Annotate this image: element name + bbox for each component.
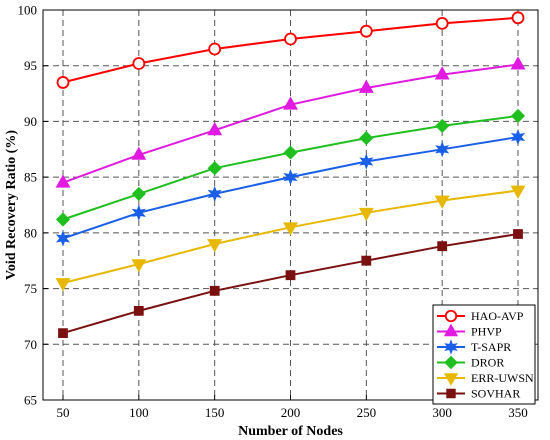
x-axis-label: Number of Nodes [238,424,343,439]
series-point [513,229,523,239]
series-t-sapr [55,128,526,247]
series-point [207,239,223,253]
series-point [209,285,220,296]
series-point [133,305,144,316]
series-point [510,56,526,70]
y-tick-label: 95 [24,58,37,73]
y-tick-label: 80 [24,225,37,240]
series-point [131,146,147,160]
y-tick-label: 90 [24,114,37,129]
y-axis-label: Void Recovery Ratio (%) [4,130,19,280]
x-tick-label: 100 [129,405,149,420]
series-point [358,79,374,93]
series-point [132,57,146,70]
series-point [283,168,298,186]
legend-label: HAO-AVP [471,309,524,323]
y-tick-label: 100 [18,3,38,18]
series-point [358,207,374,222]
series-point [437,241,448,252]
series-point [58,328,68,339]
legend-label: DROR [471,356,504,370]
series-point [283,222,298,236]
x-tick-label: 350 [508,405,528,420]
series-phvp [55,56,526,188]
series-point [510,185,526,199]
legend-label: ERR-UWSN [471,371,534,385]
legend-label: PHVP [471,325,502,339]
legend-item: PHVP [437,323,502,339]
legend-item: T-SAPR [437,339,511,355]
series-point [511,11,525,25]
series-point [55,174,71,188]
series-point [361,255,372,266]
legend-marker [446,388,456,399]
y-tick-label: 85 [24,170,37,185]
series-point [131,186,146,201]
legend-label: SOVHAR [471,387,520,401]
legend-marker [443,373,459,386]
series-point [208,42,222,56]
series-point [283,145,298,160]
series-point [359,24,373,38]
legend-item: HAO-AVP [437,309,524,323]
series-point [131,259,147,273]
legend-label: T-SAPR [471,340,511,354]
series-point [359,131,374,146]
series-point [55,278,71,292]
series-point [283,96,298,110]
series-point [56,76,70,89]
y-tick-label: 70 [24,337,37,352]
legend-item: SOVHAR [437,387,520,401]
x-tick-label: 50 [57,405,70,420]
legend-marker [444,355,458,370]
legend-marker [444,309,458,323]
x-tick-label: 150 [205,405,225,420]
series-group [55,11,526,339]
series-point [207,185,222,203]
series-point [434,66,450,80]
x-tick-label: 200 [281,405,301,420]
series-point [207,121,223,136]
series-dror [55,108,526,227]
x-tick-label: 300 [432,405,452,420]
series-point [55,212,71,227]
series-point [510,108,526,123]
series-point [510,128,526,146]
series-point [207,161,222,176]
series-hao-avp [56,11,525,89]
series-point [131,204,146,221]
axis-ticks: 50 100 150 200 250 300 350 65 70 75 80 85 90 95 100 [18,3,528,421]
legend-item: ERR-UWSN [437,371,534,386]
y-tick-label: 75 [24,281,37,296]
legend-marker [444,339,458,355]
series-point [285,270,296,281]
legend-item: DROR [437,356,504,370]
series-point [435,141,450,158]
legend-marker [443,323,459,337]
series-point [435,16,449,30]
series-point [284,32,297,46]
series-err-uwsn [55,185,526,292]
y-tick-label: 65 [24,393,37,408]
series-point [359,153,374,170]
x-tick-label: 250 [357,405,377,420]
series-point [435,118,450,133]
series-sovhar [58,229,523,339]
series-point [55,230,71,247]
series-point [434,195,450,209]
